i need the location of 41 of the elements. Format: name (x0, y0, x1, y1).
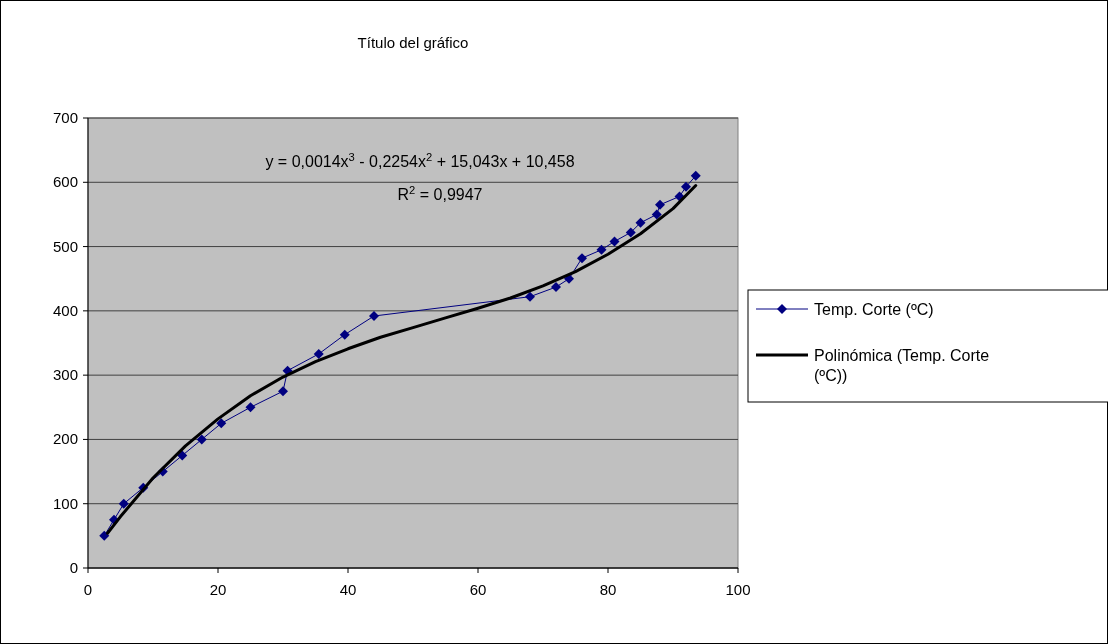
point (596, 244, 607, 255)
x-tick-label: 0 (83, 581, 93, 598)
y-tick-label: 100 (52, 494, 78, 512)
x-tick-label: 20 (209, 581, 227, 598)
point (681, 181, 691, 192)
point (674, 191, 685, 202)
y-tick-label: 600 (52, 173, 78, 191)
legend-label: Polinómica (Temp. Corte (ºC)) (814, 347, 990, 384)
y-tick-label: 300 (52, 366, 78, 384)
point (690, 170, 701, 181)
x-tick-label: 80 (599, 581, 617, 598)
point (245, 402, 256, 413)
x-tick-label: 100 (725, 581, 751, 598)
point (216, 418, 227, 429)
point (551, 282, 561, 293)
y-tick-label: 200 (52, 430, 78, 448)
point (118, 498, 129, 509)
point (339, 329, 350, 340)
y-tick-label: 700 (52, 109, 78, 126)
annotation: R$^{2}$ = 0,9947 (397, 184, 483, 203)
point (196, 434, 207, 445)
point (313, 348, 324, 359)
x-tick-label: 40 (339, 581, 357, 598)
point (655, 199, 665, 210)
point (625, 227, 636, 238)
point (609, 236, 620, 247)
point (369, 311, 379, 321)
y-tick-label: 500 (52, 237, 78, 255)
point (99, 530, 110, 541)
legend-label: Temp. Corte (ºC) (814, 301, 934, 318)
point (635, 217, 646, 228)
point (278, 386, 288, 397)
y-tick-label: 400 (52, 301, 78, 319)
chart-title: Título del gráfico (357, 34, 469, 51)
y-tick-label: 0 (69, 559, 78, 576)
point (177, 450, 188, 461)
point (651, 209, 662, 220)
annotation: y = 0,0014x$^{3}$ - 0,2254x$^{2}$ + 15,043x + 10,458 (265, 151, 575, 170)
point (525, 291, 535, 302)
point (577, 253, 587, 264)
x-tick-label: 60 (469, 581, 487, 598)
